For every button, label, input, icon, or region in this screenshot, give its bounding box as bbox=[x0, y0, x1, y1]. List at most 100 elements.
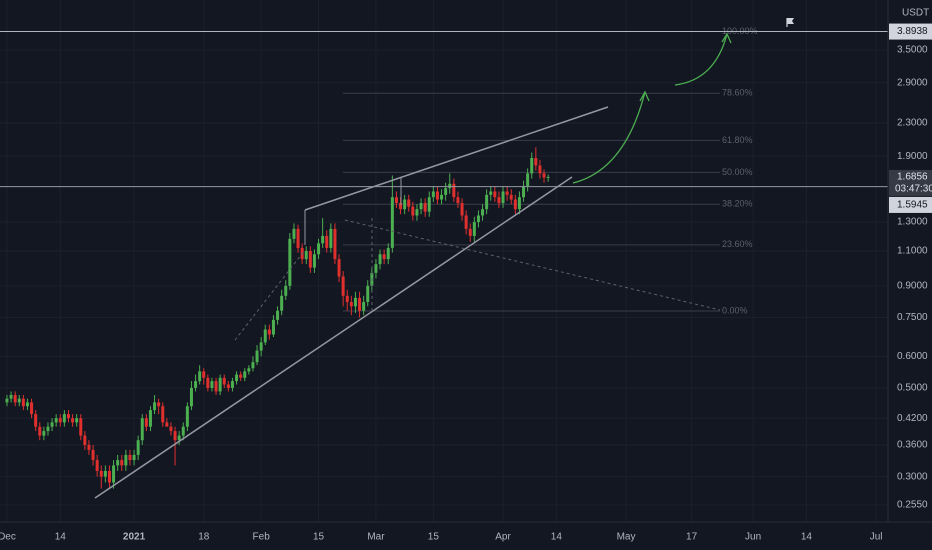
y-tick-label: 0.2550 bbox=[897, 499, 928, 510]
candle-body bbox=[415, 209, 419, 216]
candle-body bbox=[177, 435, 181, 441]
candle-body bbox=[321, 235, 325, 244]
candle-body bbox=[481, 209, 485, 216]
candle-body bbox=[509, 194, 513, 200]
candle-body bbox=[267, 329, 271, 335]
x-tick-label: 17 bbox=[686, 532, 698, 543]
y-tick-label: 0.3600 bbox=[897, 440, 928, 451]
x-tick-label: May bbox=[617, 532, 636, 543]
candle-body bbox=[308, 251, 312, 268]
candle-body bbox=[513, 199, 517, 210]
candle-body bbox=[485, 194, 489, 210]
candle-body bbox=[304, 251, 308, 260]
candle-body bbox=[132, 454, 136, 461]
y-tick-label: 0.3000 bbox=[897, 471, 928, 482]
fib-label: 61.80% bbox=[722, 135, 753, 145]
candle-body bbox=[91, 449, 95, 461]
candle-body bbox=[71, 418, 75, 423]
candle-body bbox=[345, 295, 349, 303]
candle-body bbox=[337, 259, 341, 277]
y-tick-label: 1.1000 bbox=[897, 246, 928, 257]
candle-body bbox=[476, 215, 480, 223]
candle-body bbox=[157, 402, 161, 407]
candle-body bbox=[161, 406, 165, 423]
candle-body bbox=[5, 398, 9, 403]
candle-body bbox=[411, 206, 415, 216]
candle-body bbox=[374, 264, 378, 273]
candle-body bbox=[239, 374, 243, 378]
candle-body bbox=[251, 362, 255, 369]
dashed-line bbox=[344, 219, 721, 311]
candle-body bbox=[271, 319, 275, 335]
candle-body bbox=[366, 285, 370, 303]
trend-line-upper bbox=[304, 106, 609, 211]
candle-body bbox=[460, 203, 464, 216]
candle-body bbox=[440, 194, 444, 200]
countdown-text: 03:47:30 bbox=[895, 184, 932, 195]
candle-body bbox=[522, 185, 526, 198]
candle-body bbox=[17, 398, 21, 403]
candle-body bbox=[46, 426, 50, 432]
candle-body bbox=[144, 418, 148, 427]
candle-body bbox=[386, 247, 390, 260]
candle-body bbox=[497, 197, 501, 204]
candle-body bbox=[444, 188, 448, 195]
candle-body bbox=[358, 297, 362, 311]
x-tick-label: Mar bbox=[367, 532, 385, 543]
y-tick-label: 2.9000 bbox=[897, 77, 928, 88]
candle-body bbox=[173, 431, 177, 441]
candle-body bbox=[317, 243, 321, 255]
drawings bbox=[94, 18, 794, 499]
fib-label: 78.60% bbox=[722, 88, 753, 98]
candle-body bbox=[95, 460, 99, 471]
candle-body bbox=[112, 465, 116, 483]
candle-body bbox=[38, 426, 42, 436]
candle-body bbox=[276, 310, 280, 320]
candle-body bbox=[165, 422, 169, 427]
candle-body bbox=[493, 191, 497, 198]
x-tick-label: 14 bbox=[551, 532, 563, 543]
price-lines bbox=[0, 31, 888, 188]
candle-body bbox=[194, 381, 198, 388]
candle-body bbox=[468, 228, 472, 236]
candle-body bbox=[66, 414, 70, 419]
candle-body bbox=[378, 254, 382, 265]
candle-body bbox=[296, 228, 300, 248]
candle-body bbox=[140, 418, 144, 441]
candle-body bbox=[399, 203, 403, 210]
arrow-head bbox=[721, 32, 732, 44]
candle-body bbox=[198, 371, 202, 382]
candle-body bbox=[13, 395, 17, 403]
candle-body bbox=[185, 406, 189, 427]
candle-body bbox=[128, 454, 132, 461]
axes: 3.5000 2.9000 2.3000 1.9000 1.3000 1.1000 0.90… bbox=[0, 23, 932, 543]
trend-line-lower bbox=[94, 176, 573, 499]
y-tick-label: 1.9000 bbox=[897, 151, 928, 162]
candle-body bbox=[542, 173, 546, 178]
y-tick-label: 0.5000 bbox=[897, 383, 928, 394]
candle-body bbox=[435, 191, 439, 200]
candle-body bbox=[427, 197, 431, 212]
x-tick-label: Feb bbox=[253, 532, 271, 543]
y-tick-label: 2.3000 bbox=[897, 118, 928, 129]
candle-body bbox=[489, 191, 493, 195]
candle-body bbox=[79, 418, 83, 436]
candle-body bbox=[530, 157, 534, 174]
candle-body bbox=[87, 444, 91, 450]
price-axis bbox=[888, 0, 932, 550]
arrow-curve bbox=[572, 91, 646, 184]
candle-body bbox=[390, 197, 394, 248]
candle-body bbox=[349, 302, 353, 307]
candle-body bbox=[107, 470, 111, 483]
candle-body bbox=[341, 276, 345, 296]
candle-body bbox=[42, 431, 46, 436]
candle-body bbox=[206, 377, 210, 388]
fib-label: 0.00% bbox=[722, 305, 748, 315]
candle-body bbox=[382, 254, 386, 260]
candle-body bbox=[472, 222, 476, 236]
candle-body bbox=[263, 329, 267, 343]
x-tick-label: Apr bbox=[495, 532, 511, 543]
candle-body bbox=[292, 228, 296, 239]
candle-body bbox=[394, 197, 398, 204]
